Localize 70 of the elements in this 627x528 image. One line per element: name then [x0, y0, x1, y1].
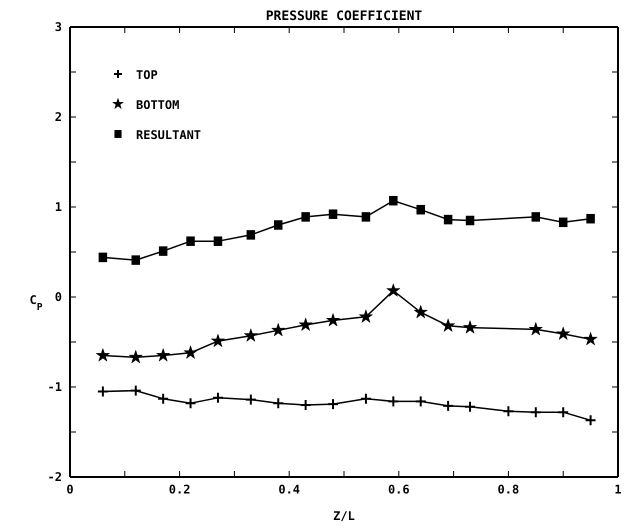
x-tick-label: 0.8: [498, 482, 520, 497]
point: [128, 350, 143, 364]
point: [327, 398, 340, 410]
point: [156, 348, 170, 362]
point: [186, 236, 195, 246]
point: [158, 246, 168, 256]
point: [326, 313, 340, 326]
point: [184, 397, 197, 410]
point: [386, 283, 400, 297]
point: [214, 236, 222, 246]
point: [98, 252, 108, 262]
point: [96, 348, 110, 362]
point: [532, 212, 540, 222]
point: [528, 322, 543, 336]
point: [301, 212, 310, 222]
point: [272, 397, 284, 410]
point: [244, 394, 257, 406]
point: [157, 392, 170, 405]
y-tick-label: 3: [54, 20, 62, 34]
y-tick-label: 0: [54, 290, 62, 304]
y-tick-label: -2: [48, 470, 62, 484]
point: [130, 384, 142, 397]
point: [464, 400, 476, 413]
point: [558, 218, 568, 228]
point: [298, 318, 313, 331]
point: [244, 328, 258, 342]
x-tick-label: 0: [66, 482, 74, 497]
y-tick-label: 1: [54, 200, 62, 214]
y-tick-label: -1: [48, 380, 62, 394]
point: [387, 395, 400, 408]
point: [584, 414, 597, 426]
y-axis-title: C$_{P}$: [29, 293, 43, 312]
point: [586, 214, 595, 224]
point: [414, 395, 427, 408]
point: [556, 326, 570, 340]
point: [416, 204, 425, 214]
point: [328, 209, 338, 219]
point: [300, 399, 312, 411]
x-tick-label: 0.6: [388, 482, 410, 497]
point: [442, 400, 454, 412]
legend-label: TOP: [136, 68, 158, 82]
point: [359, 310, 373, 323]
point: [211, 334, 225, 348]
point: [184, 346, 198, 359]
x-tick-label: 0.4: [278, 482, 300, 497]
point: [212, 392, 224, 404]
x-tick-label: 0.2: [168, 482, 190, 497]
point: [530, 406, 542, 418]
chart-title: PRESSURE COEFFICIENT: [266, 9, 422, 24]
x-tick-label: 1: [614, 482, 622, 497]
point: [96, 386, 109, 398]
point: [466, 216, 474, 226]
point: [271, 323, 286, 336]
point: [132, 255, 140, 265]
point: [274, 220, 282, 230]
legend-label: BOTTOM: [136, 98, 180, 112]
point: [441, 318, 456, 332]
point: [557, 406, 570, 418]
point: [444, 214, 452, 224]
x-axis-title: Z/L: [333, 509, 355, 523]
point: [463, 320, 477, 334]
point: [414, 305, 428, 318]
point: [362, 212, 370, 222]
point: [584, 332, 598, 346]
point: [360, 392, 372, 405]
point: [246, 230, 256, 240]
point: [389, 196, 398, 206]
point: [502, 405, 514, 418]
y-tick-label: 2: [54, 110, 62, 124]
legend-label: RESULTANT: [136, 128, 202, 142]
